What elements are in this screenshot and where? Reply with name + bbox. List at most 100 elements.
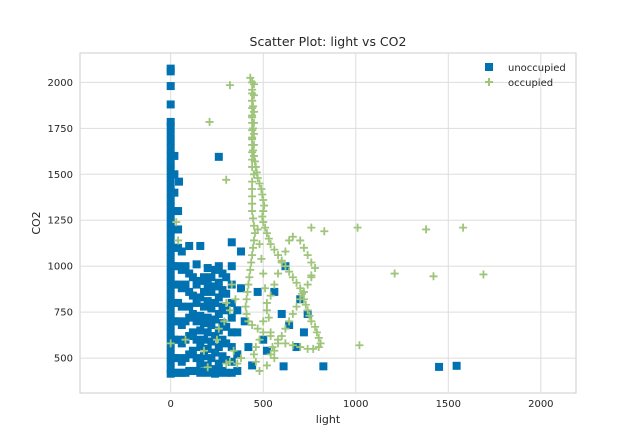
point-occupied	[174, 236, 183, 245]
point-unoccupied	[166, 218, 175, 227]
point-occupied	[245, 273, 254, 282]
point-occupied	[253, 324, 262, 333]
legend: unoccupied occupied	[485, 63, 566, 89]
point-occupied	[303, 344, 312, 353]
point-occupied	[249, 236, 258, 245]
point-occupied	[288, 309, 297, 318]
point-unoccupied	[185, 302, 194, 311]
point-unoccupied	[248, 361, 257, 370]
point-occupied	[288, 232, 297, 241]
point-occupied	[253, 173, 262, 182]
point-occupied	[244, 280, 253, 289]
point-occupied	[229, 346, 238, 355]
point-occupied	[248, 104, 257, 113]
point-unoccupied	[253, 287, 262, 296]
x-axis-ticks: 0 500 1000 1500 2000	[167, 399, 553, 410]
point-unoccupied	[222, 322, 231, 331]
point-occupied	[248, 118, 257, 127]
point-unoccupied	[166, 129, 175, 138]
point-occupied	[248, 111, 257, 120]
y-tick-label: 1500	[48, 170, 73, 181]
point-occupied	[281, 339, 290, 348]
point-unoccupied	[192, 317, 201, 326]
point-occupied	[301, 300, 310, 309]
point-occupied	[222, 175, 231, 184]
point-occupied	[220, 317, 229, 326]
y-axis-label: CO2	[30, 211, 43, 234]
point-occupied	[205, 117, 214, 126]
legend-label-unoccupied: unoccupied	[508, 63, 566, 74]
point-occupied	[314, 333, 323, 342]
point-occupied	[479, 270, 488, 279]
point-occupied	[307, 258, 316, 267]
point-unoccupied	[185, 241, 194, 250]
point-occupied	[459, 223, 468, 232]
point-occupied	[266, 240, 275, 249]
point-occupied	[248, 162, 257, 171]
point-occupied	[260, 201, 269, 210]
point-unoccupied	[207, 304, 216, 313]
point-occupied	[266, 328, 275, 337]
point-occupied	[277, 332, 286, 341]
point-occupied	[255, 179, 264, 188]
point-unoccupied	[166, 67, 175, 76]
point-occupied	[292, 278, 301, 287]
point-occupied	[222, 298, 231, 307]
point-unoccupied	[211, 298, 220, 307]
point-occupied	[259, 317, 268, 326]
point-occupied	[248, 207, 257, 216]
point-occupied	[225, 306, 234, 315]
point-occupied	[247, 258, 256, 267]
point-unoccupied	[203, 264, 212, 273]
y-tick-label: 2000	[48, 78, 73, 89]
point-occupied	[285, 267, 294, 276]
point-occupied	[246, 265, 255, 274]
point-occupied	[303, 306, 312, 315]
point-occupied	[255, 366, 264, 375]
point-occupied	[246, 73, 255, 82]
point-unoccupied	[237, 284, 246, 293]
point-occupied	[305, 311, 314, 320]
point-occupied	[249, 221, 258, 230]
point-occupied	[262, 229, 271, 238]
point-unoccupied	[214, 343, 223, 352]
point-occupied	[262, 361, 271, 370]
point-occupied	[270, 280, 279, 289]
point-occupied	[166, 339, 175, 348]
point-occupied	[248, 133, 257, 142]
point-occupied	[261, 223, 270, 232]
point-occupied	[243, 287, 252, 296]
point-unoccupied	[233, 350, 242, 359]
point-unoccupied	[196, 293, 205, 302]
point-unoccupied	[196, 343, 205, 352]
point-unoccupied	[227, 313, 236, 322]
point-occupied	[261, 284, 270, 293]
point-occupied	[241, 302, 250, 311]
point-occupied	[242, 309, 251, 318]
point-occupied	[266, 350, 275, 359]
point-occupied	[248, 155, 257, 164]
point-unoccupied	[203, 297, 212, 306]
point-unoccupied	[214, 262, 223, 271]
point-unoccupied	[188, 328, 197, 337]
point-unoccupied	[200, 273, 208, 282]
point-occupied	[270, 346, 279, 355]
point-unoccupied	[181, 280, 190, 289]
x-tick-label: 1500	[436, 399, 461, 410]
point-occupied	[242, 295, 251, 304]
point-unoccupied	[203, 328, 212, 337]
point-occupied	[277, 258, 286, 267]
point-unoccupied	[166, 181, 175, 190]
point-occupied	[214, 324, 223, 333]
point-unoccupied	[166, 254, 175, 263]
point-occupied	[258, 190, 267, 199]
legend-marker-unoccupied	[485, 63, 493, 71]
point-unoccupied	[166, 196, 175, 205]
point-unoccupied	[211, 332, 220, 341]
point-occupied	[312, 328, 321, 337]
point-unoccupied	[188, 309, 197, 318]
point-occupied	[259, 269, 268, 278]
point-occupied	[296, 236, 305, 245]
data-points	[166, 64, 488, 378]
